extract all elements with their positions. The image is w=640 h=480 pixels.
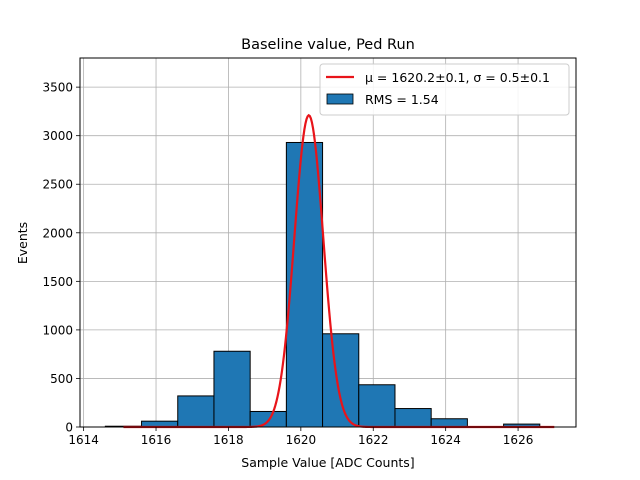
grid [80,58,576,428]
histogram-bars [104,141,541,428]
legend: μ = 1620.2±0.1, σ = 0.5±0.1 RMS = 1.54 [319,63,570,116]
y-tick-label: 2000 [42,226,73,240]
y-tick-label: 500 [50,372,73,386]
x-tick-label: 1614 [68,433,99,447]
histogram-bar [430,418,468,428]
x-tick-label: 1624 [430,433,461,447]
x-tick-label: 1620 [286,433,317,447]
plot-frame [79,57,577,428]
y-tick-label: 2500 [42,178,73,192]
x-tick-label: 1616 [141,433,172,447]
histogram-bar [285,141,324,428]
histogram-bar [322,333,360,428]
histogram-bar [213,350,251,428]
x-tick-label: 1618 [213,433,244,447]
histogram-bar [358,384,396,428]
y-axis-label: Events [15,222,30,264]
histogram-bar [177,395,215,428]
y-tick-label: 3500 [42,81,73,95]
x-axis-label: Sample Value [ADC Counts] [241,455,414,470]
y-tick-label: 1500 [42,275,73,289]
histogram-bar [394,408,432,428]
y-axis-ticks: 0 500 1000 1500 2000 2500 3000 3500 [42,81,80,435]
y-tick-label: 0 [65,421,73,435]
legend-hist-swatch [326,93,354,105]
y-tick-label: 1000 [42,323,73,337]
chart-title: Baseline value, Ped Run [241,37,415,53]
x-axis-ticks: 1614 1616 1618 1620 1622 1624 1626 [68,427,533,447]
legend-box [319,63,570,116]
x-tick-label: 1626 [503,433,534,447]
x-tick-label: 1622 [358,433,389,447]
y-tick-label: 3000 [42,129,73,143]
legend-hist-label: RMS = 1.54 [365,92,439,107]
legend-fit-label: μ = 1620.2±0.1, σ = 0.5±0.1 [365,70,550,85]
